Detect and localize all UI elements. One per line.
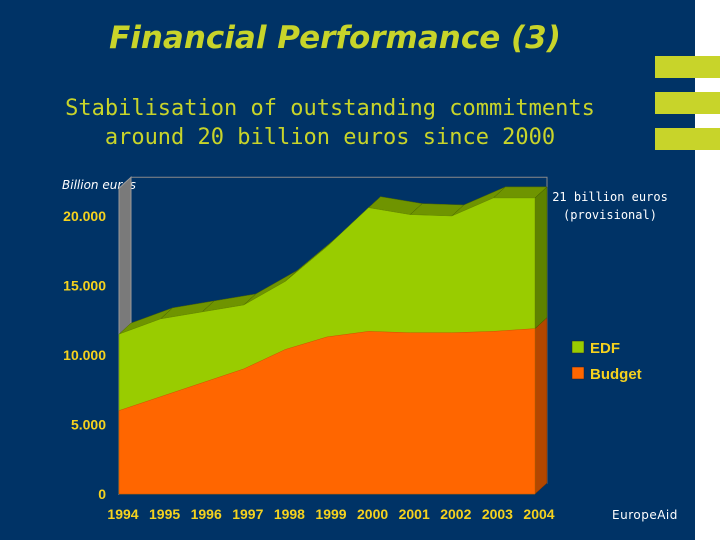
annotation-line-2: (provisional) [563, 208, 657, 222]
deco-bar-2 [655, 92, 720, 114]
x-tick-label-2000: 2000 [357, 506, 388, 522]
europeaid-logo: EuropeAid [612, 508, 678, 522]
y-tick-label-0: 0 [98, 486, 106, 502]
legend-label-edf: EDF [590, 340, 620, 357]
x-tick-label-1999: 1999 [315, 506, 346, 522]
y-axis-label: Billion euros [62, 178, 136, 192]
right-white-strip [695, 0, 720, 540]
x-tick-label-2004: 2004 [523, 506, 554, 522]
slide-subtitle: Stabilisation of outstanding commitments… [0, 94, 660, 152]
x-tick-label-1996: 1996 [191, 506, 222, 522]
legend-swatch-edf [571, 340, 585, 354]
x-tick-label-2003: 2003 [482, 506, 513, 522]
y-tick-label-10.000: 10.000 [63, 347, 106, 363]
legend-swatch-budget [571, 366, 585, 380]
y-tick-label-15.000: 15.000 [63, 278, 106, 294]
x-tick-label-1998: 1998 [274, 506, 305, 522]
provisional-annotation: 21 billion euros (provisional) [540, 188, 680, 224]
edf-end-wall [534, 186, 548, 330]
x-tick-label-2002: 2002 [440, 506, 471, 522]
subtitle-line-2: around 20 billion euros since 2000 [104, 125, 556, 150]
legend-label-budget: Budget [590, 366, 642, 383]
x-tick-label-1994: 1994 [107, 506, 138, 522]
deco-bar-3 [655, 128, 720, 150]
x-tick-label-1995: 1995 [149, 506, 180, 522]
budget-end-wall [534, 317, 548, 495]
slide-title: Financial Performance (3) [109, 20, 561, 56]
y-tick-label-20.000: 20.000 [63, 208, 106, 224]
deco-bar-1 [655, 56, 720, 78]
y-tick-label-5.000: 5.000 [71, 417, 106, 433]
subtitle-line-1: Stabilisation of outstanding commitments [65, 96, 595, 121]
x-tick-label-2001: 2001 [399, 506, 430, 522]
x-tick-label-1997: 1997 [232, 506, 263, 522]
budget-series-area [118, 328, 536, 495]
annotation-line-1: 21 billion euros [552, 190, 668, 204]
